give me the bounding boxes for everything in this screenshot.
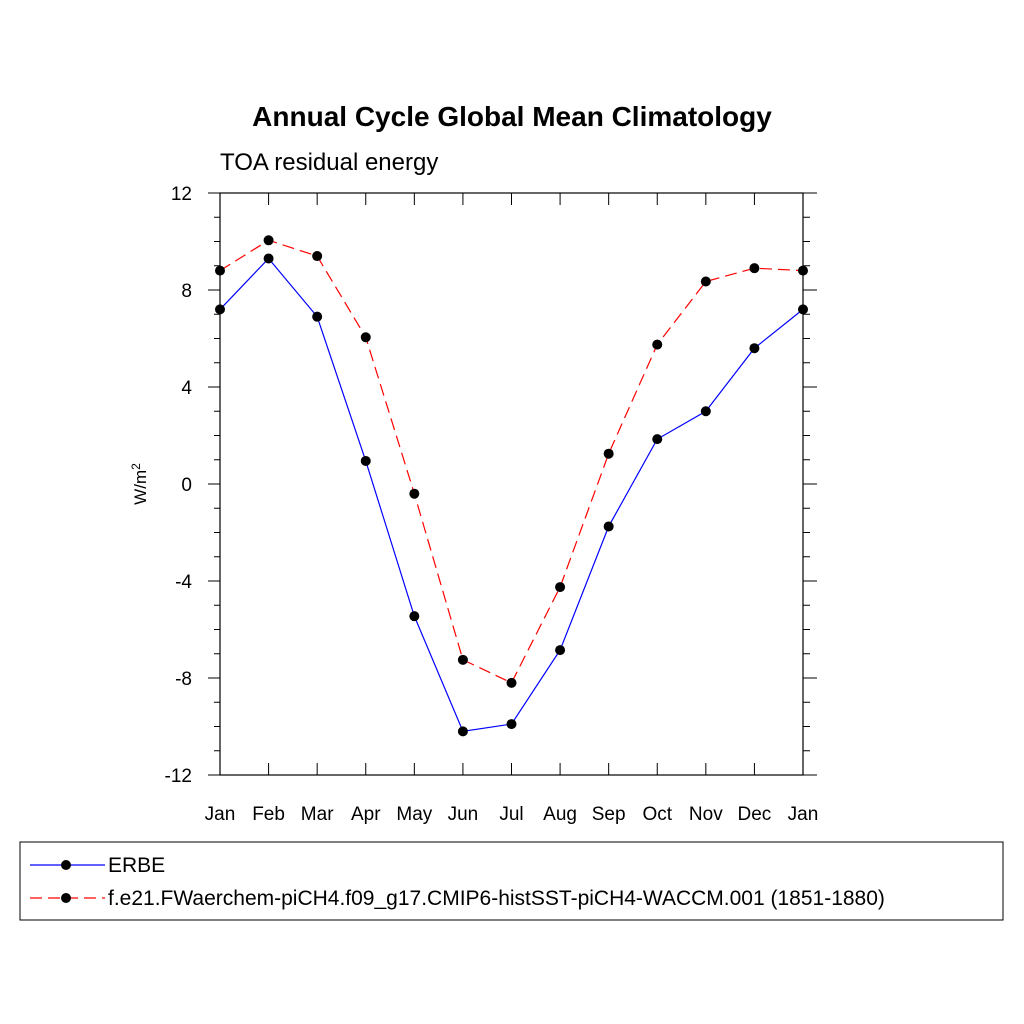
series-line: [219, 239, 804, 684]
series-line: [219, 257, 804, 733]
y-tick-label: 8: [181, 281, 192, 302]
y-tick-label: -8: [175, 669, 192, 690]
data-point: [798, 304, 808, 315]
data-point: [457, 726, 468, 737]
chart-subtitle: TOA residual energy: [220, 149, 438, 176]
data-point: [263, 235, 274, 246]
data-point: [312, 251, 323, 262]
data-point: [700, 276, 711, 287]
x-tick-label: Apr: [351, 804, 381, 825]
x-tick-label: Mar: [301, 804, 334, 825]
x-tick-label: Dec: [738, 804, 772, 825]
data-point: [603, 448, 614, 459]
data-point: [215, 304, 225, 315]
x-tick-label: Jun: [448, 804, 479, 825]
legend: ERBE f.e21.FWaerchem-piCH4.f09_g17.CMIP6-…: [19, 841, 1004, 921]
legend-marker: [61, 893, 71, 903]
data-point: [652, 434, 663, 445]
chart-title: Annual Cycle Global Mean Climatology: [252, 101, 772, 132]
y-axis-label-unit: W/m: [131, 470, 150, 505]
data-point: [652, 339, 663, 350]
data-point: [506, 677, 517, 688]
series-2: [215, 235, 808, 688]
data-point: [263, 253, 274, 264]
legend-box: [19, 841, 1004, 921]
x-tick-label: Jul: [499, 804, 523, 825]
x-tick-label: Nov: [689, 804, 723, 825]
x-tick-label: Aug: [543, 804, 577, 825]
y-tick-label: -4: [175, 572, 192, 593]
data-point: [506, 719, 517, 730]
series-layer: [215, 235, 808, 737]
data-point: [749, 263, 760, 274]
y-tick-label: 12: [171, 184, 192, 205]
y-tick-label: 4: [181, 378, 192, 399]
x-tick-label: Jan: [205, 804, 236, 825]
axis-ticks: [208, 192, 817, 776]
data-point: [749, 343, 760, 354]
x-tick-label: Jan: [788, 804, 819, 825]
data-point: [312, 311, 323, 322]
y-axis-label-superscript: 2: [129, 463, 143, 470]
legend-label: ERBE: [108, 854, 165, 877]
data-point: [409, 488, 420, 499]
data-point: [215, 265, 225, 276]
data-point: [457, 654, 468, 665]
y-axis-label: W/m2: [129, 463, 150, 505]
legend-items: ERBE f.e21.FWaerchem-piCH4.f09_g17.CMIP6-…: [30, 854, 885, 910]
y-tick-label: -12: [165, 766, 192, 787]
axis-tick-labels: -12 -8 -4 0 4 8 12 Jan Feb Mar Apr May Jun Jul Aug Sep O…: [165, 184, 819, 825]
data-point: [360, 332, 371, 343]
data-point: [555, 645, 566, 656]
data-point: [700, 406, 711, 417]
x-tick-label: May: [396, 804, 432, 825]
x-tick-label: Oct: [642, 804, 672, 825]
y-tick-label: 0: [181, 475, 192, 496]
x-tick-label: Feb: [252, 804, 285, 825]
data-point: [555, 582, 566, 593]
series-1: [215, 253, 808, 737]
data-point: [360, 455, 371, 466]
x-tick-label: Sep: [592, 804, 626, 825]
data-point: [798, 265, 808, 276]
data-point: [603, 521, 614, 532]
data-point: [409, 611, 420, 622]
legend-label: f.e21.FWaerchem-piCH4.f09_g17.CMIP6-hist…: [108, 887, 885, 910]
legend-marker: [61, 860, 71, 870]
